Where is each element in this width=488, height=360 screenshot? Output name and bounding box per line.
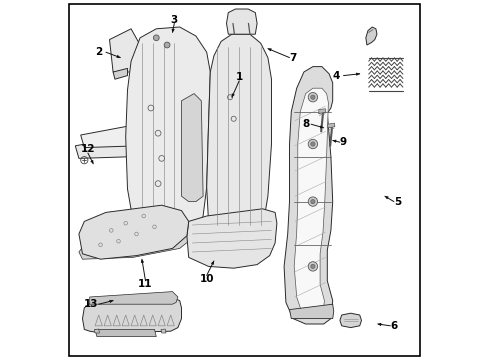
Polygon shape	[94, 329, 99, 333]
Polygon shape	[113, 68, 127, 79]
Text: 3: 3	[170, 15, 178, 25]
Text: 4: 4	[332, 71, 339, 81]
Polygon shape	[75, 135, 138, 158]
Polygon shape	[125, 27, 210, 232]
Text: 13: 13	[84, 299, 99, 309]
Polygon shape	[318, 109, 325, 113]
Polygon shape	[79, 205, 188, 259]
Circle shape	[310, 199, 314, 204]
Text: 9: 9	[339, 137, 346, 147]
Circle shape	[307, 139, 317, 149]
Polygon shape	[365, 27, 376, 45]
Polygon shape	[206, 34, 271, 230]
Text: 12: 12	[81, 144, 95, 154]
Circle shape	[310, 264, 314, 269]
Polygon shape	[284, 67, 332, 324]
Text: 2: 2	[95, 47, 102, 57]
Text: 11: 11	[138, 279, 152, 289]
Polygon shape	[161, 329, 166, 333]
Polygon shape	[339, 313, 361, 328]
Text: 10: 10	[199, 274, 214, 284]
Text: 8: 8	[302, 119, 309, 129]
Text: 7: 7	[289, 53, 296, 63]
Polygon shape	[327, 123, 334, 128]
Circle shape	[164, 42, 170, 48]
Polygon shape	[81, 124, 142, 148]
Circle shape	[307, 197, 317, 206]
Polygon shape	[226, 9, 257, 34]
Polygon shape	[89, 292, 178, 304]
Polygon shape	[109, 29, 140, 72]
Polygon shape	[289, 304, 333, 319]
Polygon shape	[95, 329, 156, 337]
Circle shape	[307, 262, 317, 271]
Text: 6: 6	[389, 321, 397, 331]
Circle shape	[153, 35, 159, 41]
Circle shape	[310, 142, 314, 146]
Circle shape	[310, 95, 314, 99]
Text: 1: 1	[235, 72, 242, 82]
Text: 5: 5	[393, 197, 400, 207]
Circle shape	[307, 93, 317, 102]
Polygon shape	[186, 209, 276, 268]
Polygon shape	[79, 234, 188, 259]
Polygon shape	[294, 88, 328, 315]
Polygon shape	[82, 297, 181, 333]
Polygon shape	[181, 94, 203, 202]
